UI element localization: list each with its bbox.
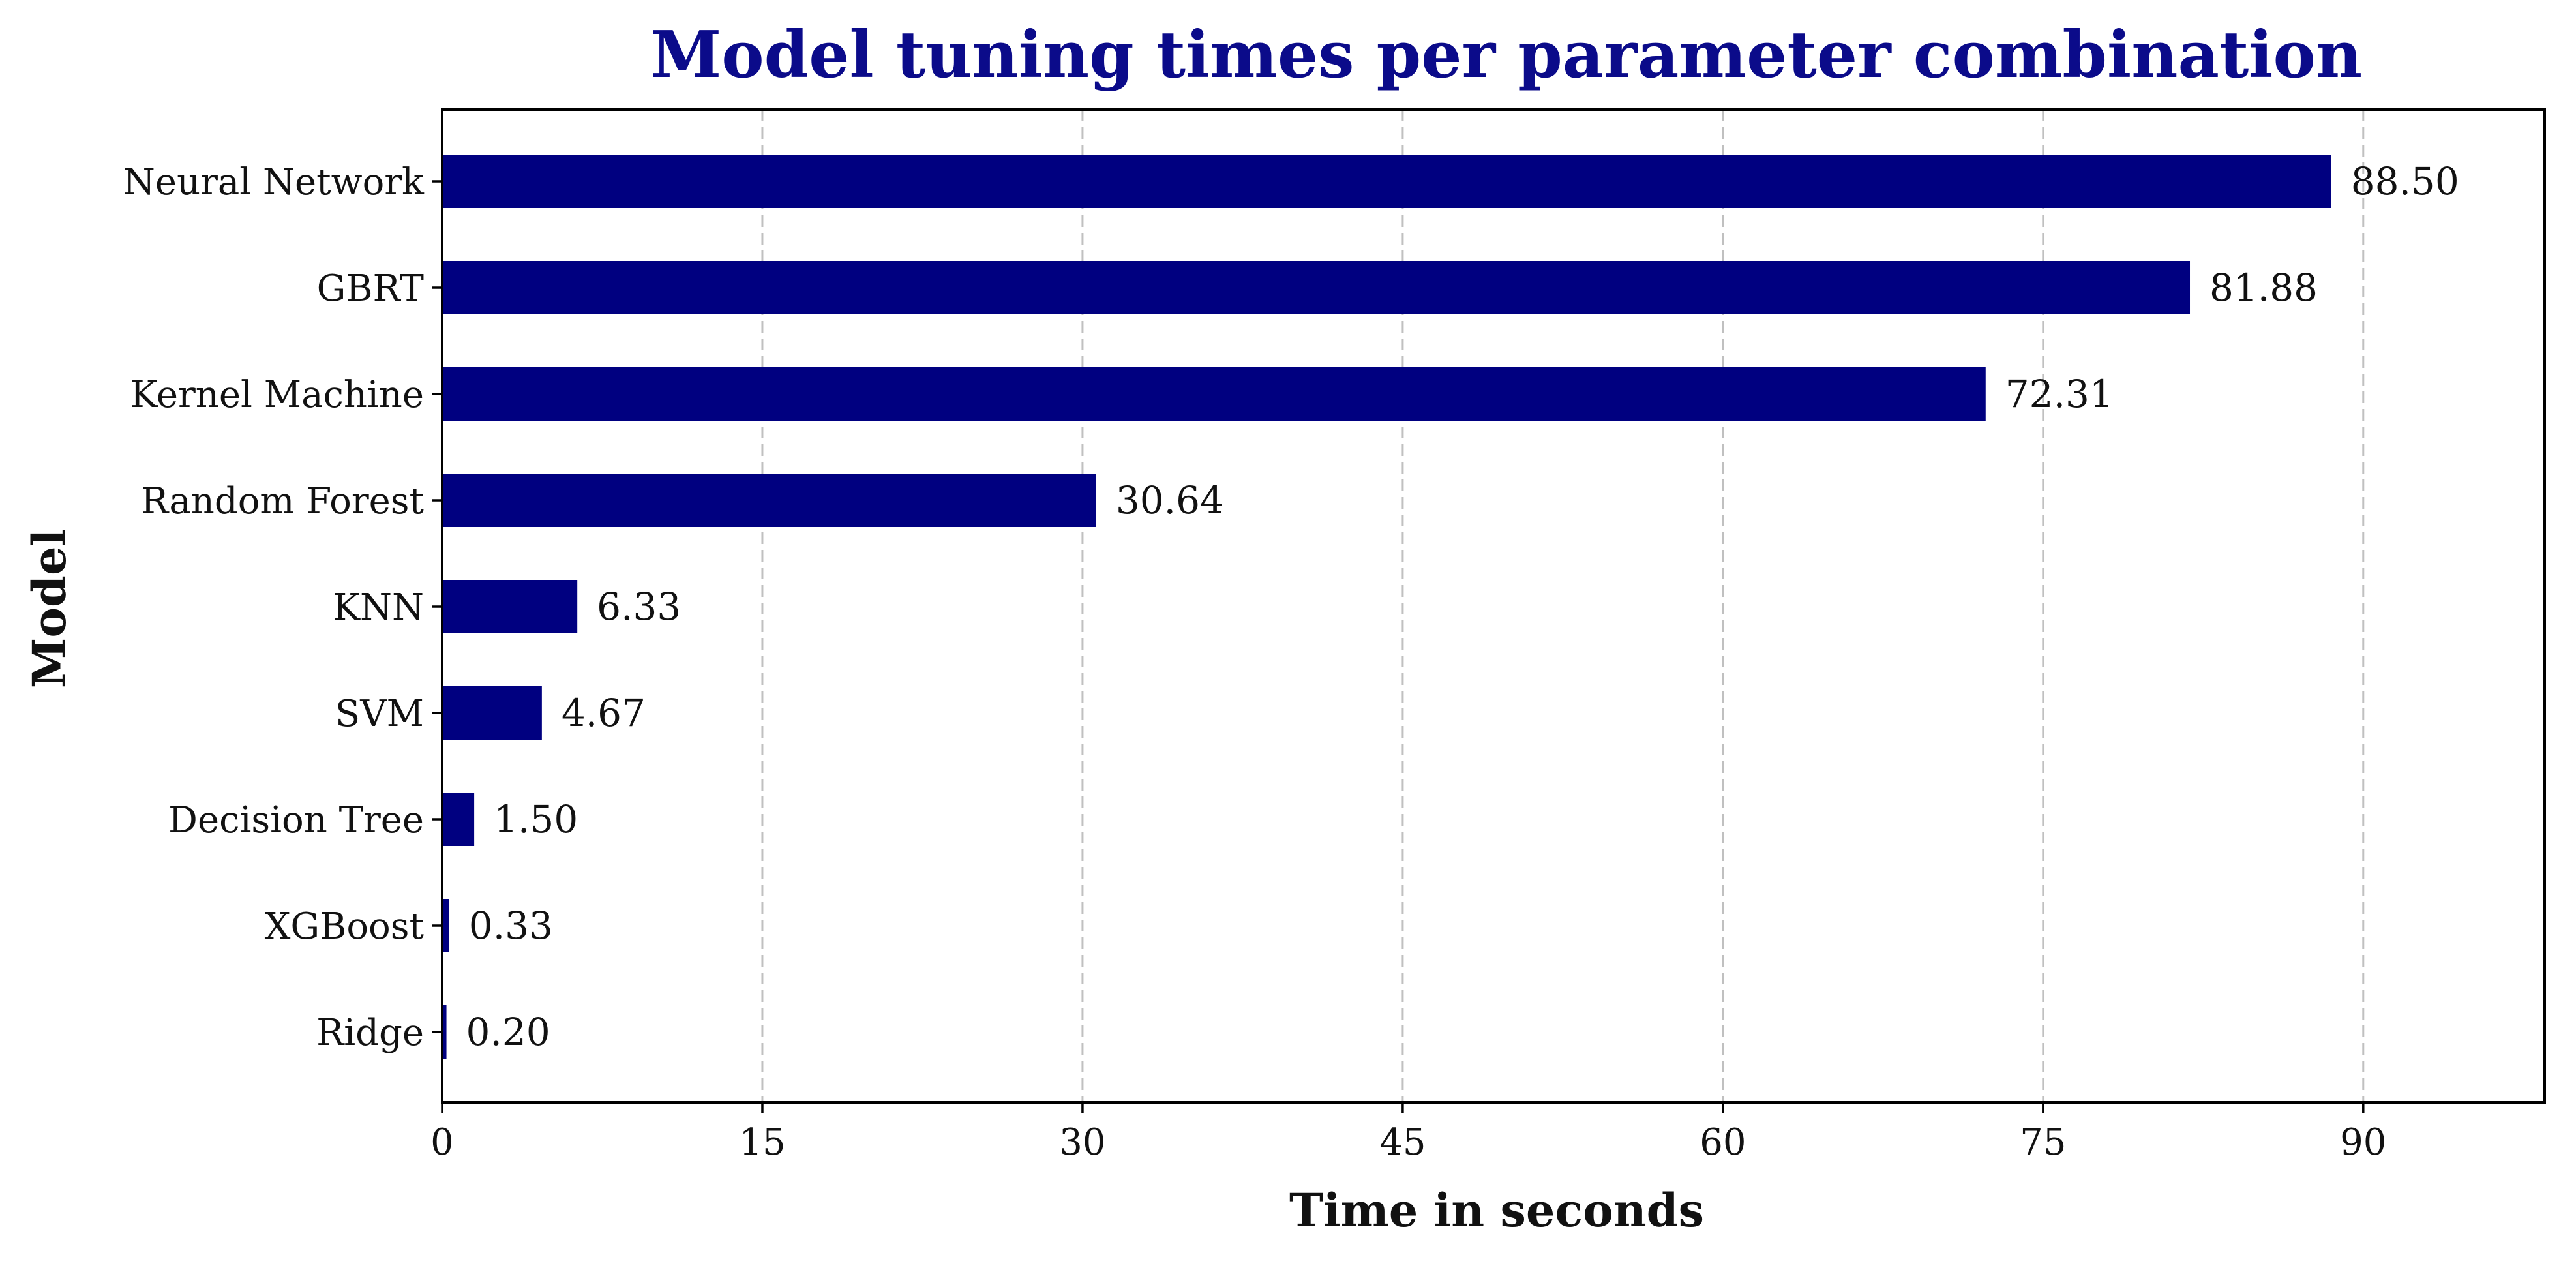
- bar: [442, 155, 2331, 208]
- bars: [442, 155, 2331, 1059]
- x-tick-label: 75: [2020, 1121, 2066, 1164]
- x-axis-title: Time in seconds: [1289, 1183, 1704, 1237]
- data-label: 30.64: [1116, 478, 1224, 522]
- bar: [442, 686, 542, 740]
- x-tick-label: 90: [2340, 1121, 2386, 1164]
- y-tick-label: Neural Network: [123, 161, 425, 204]
- x-tick-label: 0: [430, 1121, 454, 1164]
- x-tick-label: 60: [1700, 1121, 1746, 1164]
- x-axis-ticks: 0 15 30 45 60 75 90: [430, 1102, 2386, 1164]
- data-labels: 88.50 81.88 72.31 30.64 6.33 4.67 1.50 0.33 0.20: [466, 159, 2459, 1054]
- data-label: 88.50: [2351, 159, 2459, 204]
- bar: [442, 1005, 447, 1059]
- plot-frame: [441, 108, 2546, 1104]
- y-tick-label: Kernel Machine: [130, 374, 424, 416]
- y-axis-title: Model: [22, 529, 76, 688]
- y-tick-label: XGBoost: [265, 905, 425, 948]
- bar: [442, 367, 1986, 421]
- bar: [442, 261, 2191, 314]
- data-label: 0.20: [466, 1010, 550, 1054]
- y-tick-label: Ridge: [316, 1012, 424, 1054]
- x-tick-label: 45: [1379, 1121, 1426, 1164]
- y-tick-label: GBRT: [317, 267, 424, 310]
- x-tick-label: 15: [739, 1121, 785, 1164]
- data-label: 72.31: [2005, 372, 2114, 416]
- data-label: 81.88: [2209, 265, 2318, 310]
- bar: [442, 474, 1096, 527]
- y-tick-label: SVM: [335, 693, 424, 735]
- bar: [442, 793, 475, 846]
- y-axis-ticks: Neural Network GBRT Kernel Machine Random F…: [123, 161, 442, 1054]
- data-label: 6.33: [597, 584, 681, 629]
- bar: [442, 899, 449, 952]
- y-tick-label: Random Forest: [141, 480, 425, 522]
- y-tick-label: KNN: [333, 586, 424, 629]
- x-tick-label: 30: [1059, 1121, 1105, 1164]
- data-label: 1.50: [494, 797, 578, 841]
- chart-title: Model tuning times per parameter combina…: [651, 18, 2362, 93]
- data-label: 4.67: [562, 691, 646, 735]
- y-tick-label: Decision Tree: [168, 799, 424, 841]
- grid-lines: [761, 110, 2365, 1102]
- bar: [442, 580, 578, 633]
- data-label: 0.33: [469, 903, 553, 948]
